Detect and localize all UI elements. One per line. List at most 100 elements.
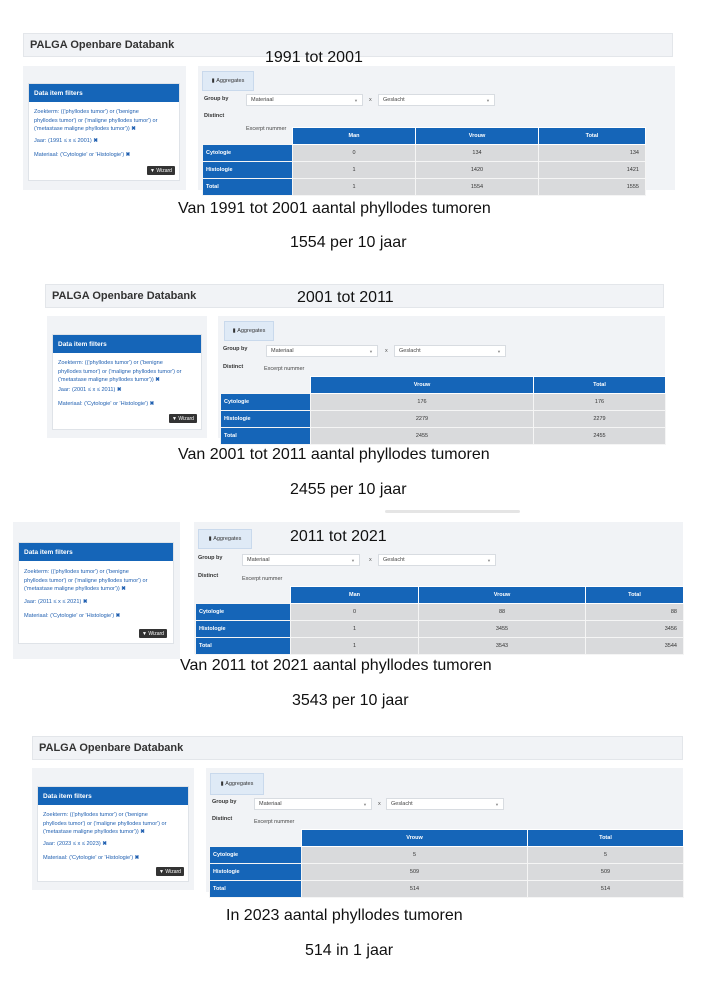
aggregates-label: Aggregates <box>213 536 242 542</box>
group-by-select-2[interactable]: Geslacht ▼ <box>378 554 496 566</box>
remove-filter-icon[interactable]: ✖ <box>140 829 145 835</box>
col-header-vrouw: Vrouw <box>310 376 534 394</box>
app-title: PALGA Openbare Databank <box>52 290 197 302</box>
remove-filter-icon[interactable]: ✖ <box>131 126 136 132</box>
group-by-label: Group by <box>198 555 223 561</box>
zoekterm-line-1: Zoekterm: (('phyllodes tumor') or ('beni… <box>58 360 163 366</box>
zoekterm-filter[interactable]: Zoekterm: (('phyllodes tumor') or ('beni… <box>24 568 148 594</box>
aggregates-label: Aggregates <box>216 78 245 84</box>
remove-filter-icon[interactable]: ✖ <box>149 401 155 407</box>
group-by-select-1[interactable]: Materiaal ▼ <box>246 94 363 106</box>
excerpt-option[interactable]: Excerpt nummer <box>242 576 283 582</box>
table-row: Histologie 2279 2279 <box>220 410 666 428</box>
jaar-filter[interactable]: Jaar: (2011 ≤ x ≤ 2021) ✖ <box>24 598 88 607</box>
zoekterm-filter[interactable]: Zoekterm: (('phyllodes tumor') or ('beni… <box>43 811 167 837</box>
cell-total: 1421 <box>538 161 646 179</box>
wizard-button[interactable]: ▼ Wizard <box>169 414 197 423</box>
x-separator: x <box>385 348 388 354</box>
group-by-select-2[interactable]: Geslacht ▼ <box>386 798 504 810</box>
materiaal-filter-text: Materiaal: ('Cytologie' or 'Histologie') <box>24 613 115 619</box>
excerpt-option[interactable]: Excerpt nummer <box>254 819 295 825</box>
zoekterm-line-1: Zoekterm: (('phyllodes tumor') or ('beni… <box>34 109 139 115</box>
remove-filter-icon[interactable]: ✖ <box>134 855 140 861</box>
remove-filter-icon[interactable]: ✖ <box>102 841 108 847</box>
aggregates-label: Aggregates <box>237 328 266 334</box>
remove-filter-icon[interactable]: ✖ <box>121 586 126 592</box>
aggregates-tab[interactable]: ▮ Aggregates <box>198 529 252 549</box>
distinct-label: Distinct <box>204 113 225 119</box>
filter-card: Data item filters Zoekterm: (('phyllodes… <box>28 83 180 181</box>
col-header-man: Man <box>292 127 416 145</box>
cell-vrouw: 509 <box>301 863 528 881</box>
select-1-value: Materiaal <box>251 97 274 103</box>
caret-down-icon: ▼ <box>369 348 373 354</box>
materiaal-filter[interactable]: Materiaal: ('Cytologie' or 'Histologie')… <box>58 400 154 409</box>
caret-down-icon: ▼ <box>354 97 358 103</box>
zoekterm-filter[interactable]: Zoekterm: (('phyllodes tumor') or ('beni… <box>34 108 158 134</box>
caption: In 2023 aantal phyllodes tumoren <box>226 907 463 924</box>
jaar-filter-text: Jaar: (2023 ≤ x ≤ 2023) <box>43 841 101 847</box>
row-label: Histologie <box>195 620 291 638</box>
remove-filter-icon[interactable]: ✖ <box>125 152 131 158</box>
row-label: Total <box>202 178 293 196</box>
zoekterm-filter[interactable]: Zoekterm: (('phyllodes tumor') or ('beni… <box>58 359 182 385</box>
group-by-select-2[interactable]: Geslacht ▼ <box>378 94 495 106</box>
wizard-button[interactable]: ▼ Wizard <box>156 867 184 876</box>
cell-total: 3544 <box>585 637 684 655</box>
caption: Van 1991 tot 2001 aantal phyllodes tumor… <box>178 200 491 217</box>
cell-vrouw: 3543 <box>418 637 586 655</box>
col-header-vrouw: Vrouw <box>415 127 539 145</box>
group-by-select-2[interactable]: Geslacht ▼ <box>394 345 506 357</box>
row-label: Total <box>195 637 291 655</box>
table-row: Cytologie 5 5 <box>209 846 684 864</box>
app-title: PALGA Openbare Databank <box>30 39 175 51</box>
col-header-man: Man <box>290 586 419 604</box>
filter-panel: Data item filters Zoekterm: (('phyllodes… <box>23 66 186 190</box>
cell-vrouw: 176 <box>310 393 534 411</box>
wizard-label: Wizard <box>165 868 181 875</box>
filter-panel: Data item filters Zoekterm: (('phyllodes… <box>32 768 194 890</box>
wizard-button[interactable]: ▼ Wizard <box>139 629 167 638</box>
materiaal-filter[interactable]: Materiaal: ('Cytologie' or 'Histologie')… <box>24 612 120 621</box>
table-row: Cytologie 0 88 88 <box>195 603 684 621</box>
remove-filter-icon[interactable]: ✖ <box>155 377 160 383</box>
bar-chart-icon: ▮ <box>211 78 215 84</box>
cell-total: 134 <box>538 144 646 162</box>
remove-filter-icon[interactable]: ✖ <box>115 613 121 619</box>
excerpt-option[interactable]: Excerpt nummer <box>264 366 305 372</box>
row-label: Histologie <box>220 410 311 428</box>
group-by-label: Group by <box>204 96 229 102</box>
filter-panel: Data item filters Zoekterm: (('phyllodes… <box>47 316 207 438</box>
remove-filter-icon[interactable]: ✖ <box>82 599 88 605</box>
cell-total: 2279 <box>533 410 666 428</box>
remove-filter-icon[interactable]: ✖ <box>116 387 122 393</box>
excerpt-option[interactable]: Excerpt nummer <box>246 126 287 132</box>
jaar-filter[interactable]: Jaar: (2023 ≤ x ≤ 2023) ✖ <box>43 840 107 849</box>
jaar-filter[interactable]: Jaar: (1991 ≤ x ≤ 2001) ✖ <box>34 137 98 146</box>
aggregates-tab[interactable]: ▮ Aggregates <box>202 71 254 91</box>
wizard-button[interactable]: ▼ Wizard <box>147 166 175 175</box>
cell-total: 514 <box>527 880 684 898</box>
aggregates-tab[interactable]: ▮ Aggregates <box>210 773 264 795</box>
x-separator: x <box>369 557 372 563</box>
remove-filter-icon[interactable]: ✖ <box>93 138 99 144</box>
group-by-select-1[interactable]: Materiaal ▼ <box>266 345 378 357</box>
sub-caption: 2455 per 10 jaar <box>290 481 407 498</box>
caption: Van 2011 tot 2021 aantal phyllodes tumor… <box>180 657 492 674</box>
caret-down-icon: ▼ <box>351 557 355 563</box>
caret-down-icon: ▼ <box>487 557 491 563</box>
row-label: Cytologie <box>220 393 311 411</box>
cell-man: 1 <box>292 161 416 179</box>
cell-man: 0 <box>292 144 416 162</box>
caption: Van 2001 tot 2011 aantal phyllodes tumor… <box>178 446 490 463</box>
jaar-filter[interactable]: Jaar: (2001 ≤ x ≤ 2011) ✖ <box>58 386 122 395</box>
bar-chart-icon: ▮ <box>232 328 236 334</box>
materiaal-filter[interactable]: Materiaal: ('Cytologie' or 'Histologie')… <box>34 151 130 160</box>
materiaal-filter-text: Materiaal: ('Cytologie' or 'Histologie') <box>58 401 149 407</box>
aggregates-tab[interactable]: ▮ Aggregates <box>224 321 274 341</box>
zoekterm-line-3: ('metastase maligne phyllodes tumor')) <box>24 586 120 592</box>
materiaal-filter[interactable]: Materiaal: ('Cytologie' or 'Histologie')… <box>43 854 139 863</box>
group-by-select-1[interactable]: Materiaal ▼ <box>254 798 372 810</box>
aggregates-table: Vrouw Total Cytologie 176 176 Histologie… <box>220 376 666 445</box>
group-by-select-1[interactable]: Materiaal ▼ <box>242 554 360 566</box>
